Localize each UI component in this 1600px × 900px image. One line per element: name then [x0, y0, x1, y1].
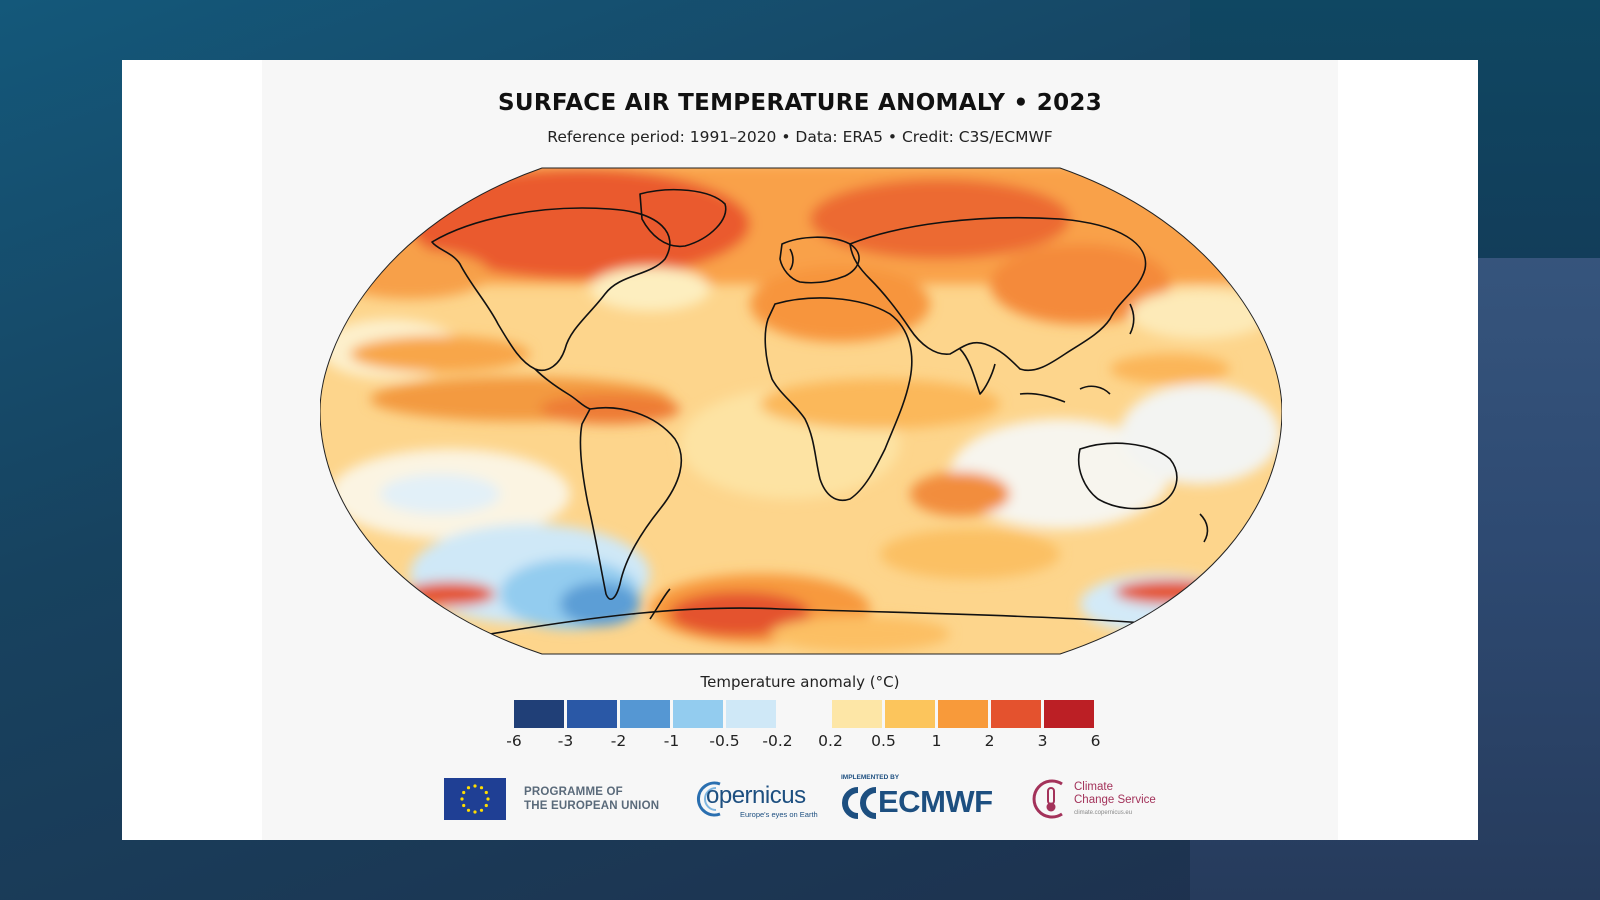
- eu-text-line2: THE EUROPEAN UNION: [524, 800, 660, 812]
- copernicus-c-icon: [697, 781, 721, 817]
- legend-swatch: [567, 700, 617, 728]
- figure-inner: SURFACE AIR TEMPERATURE ANOMALY • 2023 R…: [262, 60, 1338, 840]
- legend-tick-label: 3: [1037, 732, 1048, 750]
- eu-star: [486, 797, 490, 801]
- c3s-text-line2: Change Service: [1074, 794, 1156, 806]
- figure-title: SURFACE AIR TEMPERATURE ANOMALY • 2023: [497, 90, 1103, 116]
- legend-swatch: [726, 700, 776, 728]
- legend-swatch: [885, 700, 935, 728]
- eu-star: [484, 803, 488, 808]
- figure-subtitle: Reference period: 1991–2020 • Data: ERA5…: [547, 128, 1053, 146]
- eu-star: [473, 784, 477, 788]
- ecmwf-wordmark: ECMWF: [878, 784, 993, 819]
- legend-tick-label: -6: [506, 732, 522, 750]
- copernicus-wordmark: opernicus: [706, 782, 806, 809]
- eu-star: [479, 808, 484, 812]
- legend-tick-label: 1: [931, 732, 942, 750]
- legend-swatch: [1044, 700, 1094, 728]
- copernicus-tagline: Europe's eyes on Earth: [740, 810, 818, 819]
- c3s-text-line1: Climate: [1074, 781, 1113, 793]
- eu-star: [462, 790, 466, 795]
- eu-text-line1: PROGRAMME OF: [524, 786, 623, 798]
- globe-outline: [320, 167, 1282, 655]
- copernicus-logo: opernicus Europe's eyes on Earth: [690, 776, 818, 822]
- c3s-logo: Climate Change Service climate.copernicu…: [1030, 776, 1170, 822]
- legend-swatch: [673, 700, 723, 728]
- coastlines: [431, 188, 1221, 635]
- legend-tick-label: -3: [557, 732, 574, 750]
- eu-star: [466, 808, 471, 812]
- legend-swatch: [514, 700, 564, 728]
- ecmwf-logo: ECMWF: [840, 784, 1010, 820]
- legend-tick-label: 0.5: [871, 732, 896, 750]
- logo-strip: PROGRAMME OF THE EUROPEAN UNION opernicu…: [262, 774, 1338, 824]
- legend-tick-label: 6: [1090, 732, 1101, 750]
- thermometer-icon: [1032, 779, 1063, 819]
- c3s-text: Climate Change Service: [1074, 781, 1156, 807]
- anomaly-field: [320, 168, 1282, 654]
- eu-star: [462, 803, 466, 808]
- eu-programme-text: PROGRAMME OF THE EUROPEAN UNION: [524, 785, 659, 813]
- eu-star: [479, 786, 484, 790]
- ecmwf-symbol-icon: [842, 787, 877, 819]
- legend-swatch: [620, 700, 670, 728]
- eu-star: [466, 786, 471, 790]
- c3s-url: climate.copernicus.eu: [1074, 810, 1133, 816]
- eu-star: [484, 790, 488, 795]
- legend-title: Temperature anomaly (°C): [700, 673, 900, 691]
- legend-colorbar: [514, 700, 1098, 730]
- figure-card: SURFACE AIR TEMPERATURE ANOMALY • 2023 R…: [122, 60, 1478, 840]
- implemented-by-label: IMPLEMENTED BY: [841, 774, 900, 781]
- legend-tick-label: 0.2: [818, 732, 843, 750]
- legend-tick-label: 2: [984, 732, 995, 750]
- legend-swatch: [779, 700, 829, 728]
- legend-swatch: [938, 700, 988, 728]
- eu-flag-logo: [444, 778, 506, 820]
- legend-tick-label: -0.2: [762, 732, 793, 750]
- legend-tick-label: -0.5: [709, 732, 740, 750]
- world-anomaly-map: [320, 167, 1282, 655]
- legend-swatch: [832, 700, 882, 728]
- eu-star: [473, 810, 477, 814]
- legend-tick-label: -1: [663, 732, 680, 750]
- legend-swatch: [991, 700, 1041, 728]
- legend-tick-label: -2: [610, 732, 627, 750]
- eu-star: [460, 797, 464, 801]
